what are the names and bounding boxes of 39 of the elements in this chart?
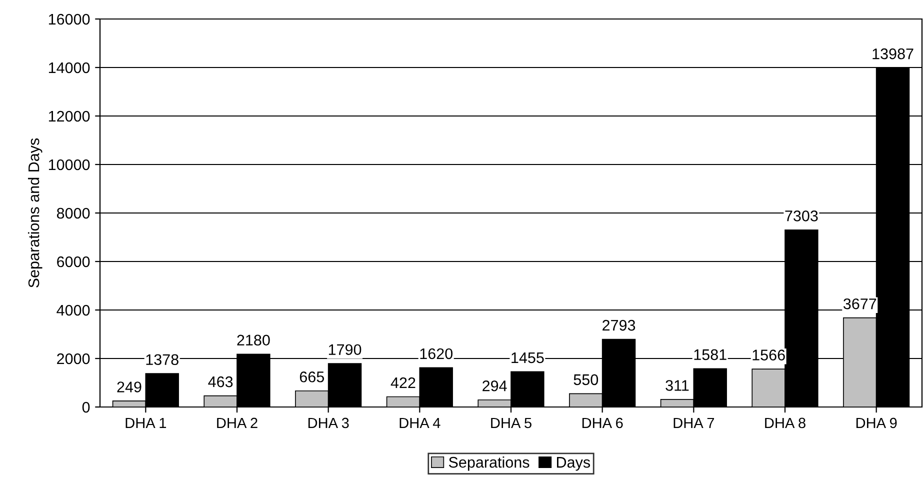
x-tick-label: DHA 9: [856, 418, 897, 428]
data-label: 249: [117, 382, 142, 392]
data-label: 550: [574, 374, 598, 386]
x-tick-label: DHA 4: [400, 418, 440, 428]
y-axis-title: Separations and Days: [28, 138, 42, 288]
x-tick-label: DHA 3: [308, 418, 349, 428]
y-tick-label: 6000: [57, 256, 90, 268]
data-label: 1581: [694, 349, 726, 360]
legend-label: Separations: [448, 456, 530, 471]
x-tick-label: DHA 2: [217, 418, 258, 428]
data-label: 1566: [752, 350, 785, 360]
data-label: 2180: [237, 334, 270, 346]
x-tick-label: DHA 7: [674, 418, 714, 428]
data-label: 1455: [512, 352, 544, 364]
data-label: 7303: [785, 210, 818, 222]
y-tick-label: 16000: [48, 14, 90, 25]
data-label: 1620: [420, 348, 453, 360]
x-tick-label: DHA 6: [582, 418, 623, 428]
y-tick-label: 10000: [48, 159, 90, 170]
data-label: 463: [208, 376, 233, 388]
x-tick-label: DHA 5: [491, 418, 532, 428]
x-tick-label: DHA 1: [126, 418, 166, 428]
data-label: 1790: [328, 344, 362, 356]
y-tick-label: 4000: [56, 304, 90, 316]
data-label: 422: [390, 377, 416, 388]
data-label: 13987: [872, 48, 914, 60]
data-label: 665: [300, 371, 324, 382]
data-label: 2793: [602, 320, 636, 331]
y-tick-label: 12000: [48, 110, 90, 122]
data-label: 311: [666, 380, 689, 391]
legend-label: Days: [557, 457, 590, 471]
y-tick-label: 0: [82, 402, 90, 413]
y-tick-label: 14000: [48, 62, 90, 74]
y-tick-label: 2000: [57, 353, 90, 364]
y-tick-label: 8000: [56, 208, 90, 219]
data-label: 1378: [146, 354, 178, 366]
data-label: 3677: [843, 298, 876, 310]
x-tick-label: DHA 8: [765, 418, 806, 428]
data-label: 294: [482, 380, 507, 392]
